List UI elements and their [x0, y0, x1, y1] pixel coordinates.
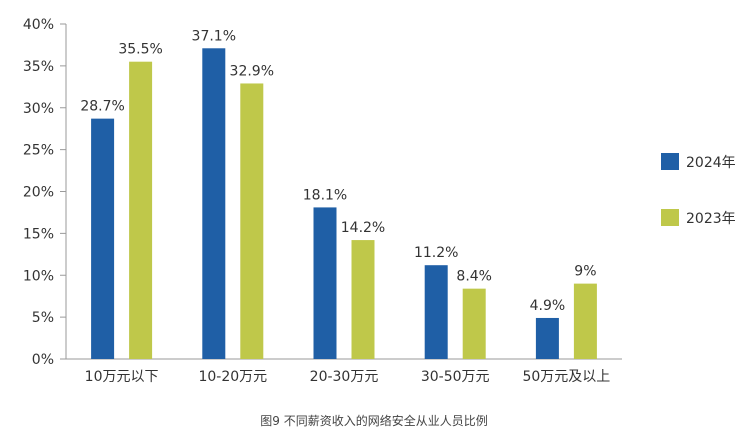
data-labels: 28.7% 35.5% 37.1% 32.9% 18.1% 14.2% 11.2% 8.4% 4… — [80, 28, 596, 314]
legend-label: 2024年 — [686, 155, 736, 171]
y-tick-label: 15% — [23, 226, 54, 242]
y-tick-label: 0% — [32, 352, 54, 368]
bar-data-label: 18.1% — [303, 187, 347, 203]
y-tick-label: 25% — [23, 143, 54, 159]
bar-data-label: 37.1% — [192, 28, 236, 44]
y-tick-label: 20% — [23, 185, 54, 201]
legend: 2024年 2023年 — [661, 153, 736, 227]
bar — [240, 83, 264, 360]
bar — [424, 265, 448, 359]
y-tick-label: 40% — [23, 17, 54, 33]
bar-data-label: 32.9% — [230, 63, 274, 79]
x-tick-label: 10-20万元 — [198, 369, 267, 385]
bar-data-label: 11.2% — [414, 245, 458, 261]
y-tick-label: 10% — [23, 268, 54, 284]
x-tick-label: 10万元以下 — [85, 369, 159, 385]
bar-data-label: 14.2% — [341, 220, 385, 236]
bar-data-label: 28.7% — [80, 99, 124, 115]
bar-data-label: 35.5% — [118, 42, 162, 58]
bar-data-label: 4.9% — [530, 298, 566, 314]
legend-label: 2023年 — [686, 211, 736, 227]
bars — [91, 48, 597, 360]
y-tick-label: 30% — [23, 101, 54, 117]
bar-data-label: 8.4% — [456, 269, 492, 285]
bar — [202, 48, 226, 359]
bar — [462, 288, 486, 359]
x-tick-label: 30-50万元 — [421, 369, 490, 385]
bar — [351, 240, 375, 359]
y-tick-label: 5% — [32, 310, 54, 326]
legend-swatch — [661, 153, 679, 170]
x-tick-label: 20-30万元 — [310, 369, 379, 385]
bar — [535, 317, 559, 359]
y-tick-label: 35% — [23, 59, 54, 75]
legend-swatch — [661, 209, 679, 226]
bar — [573, 283, 597, 359]
bar — [313, 207, 337, 359]
axes: 0% 5% 10% 15% 20% 25% 30% 35% 40% 10万元以下 10-20万元 20… — [23, 17, 622, 385]
x-tick-label: 50万元及以上 — [522, 369, 610, 385]
bar-data-label: 9% — [574, 264, 596, 280]
bar — [91, 118, 115, 359]
bar — [129, 61, 153, 359]
chart-caption: 图9 不同薪资收入的网络安全从业人员比例 — [260, 413, 487, 428]
